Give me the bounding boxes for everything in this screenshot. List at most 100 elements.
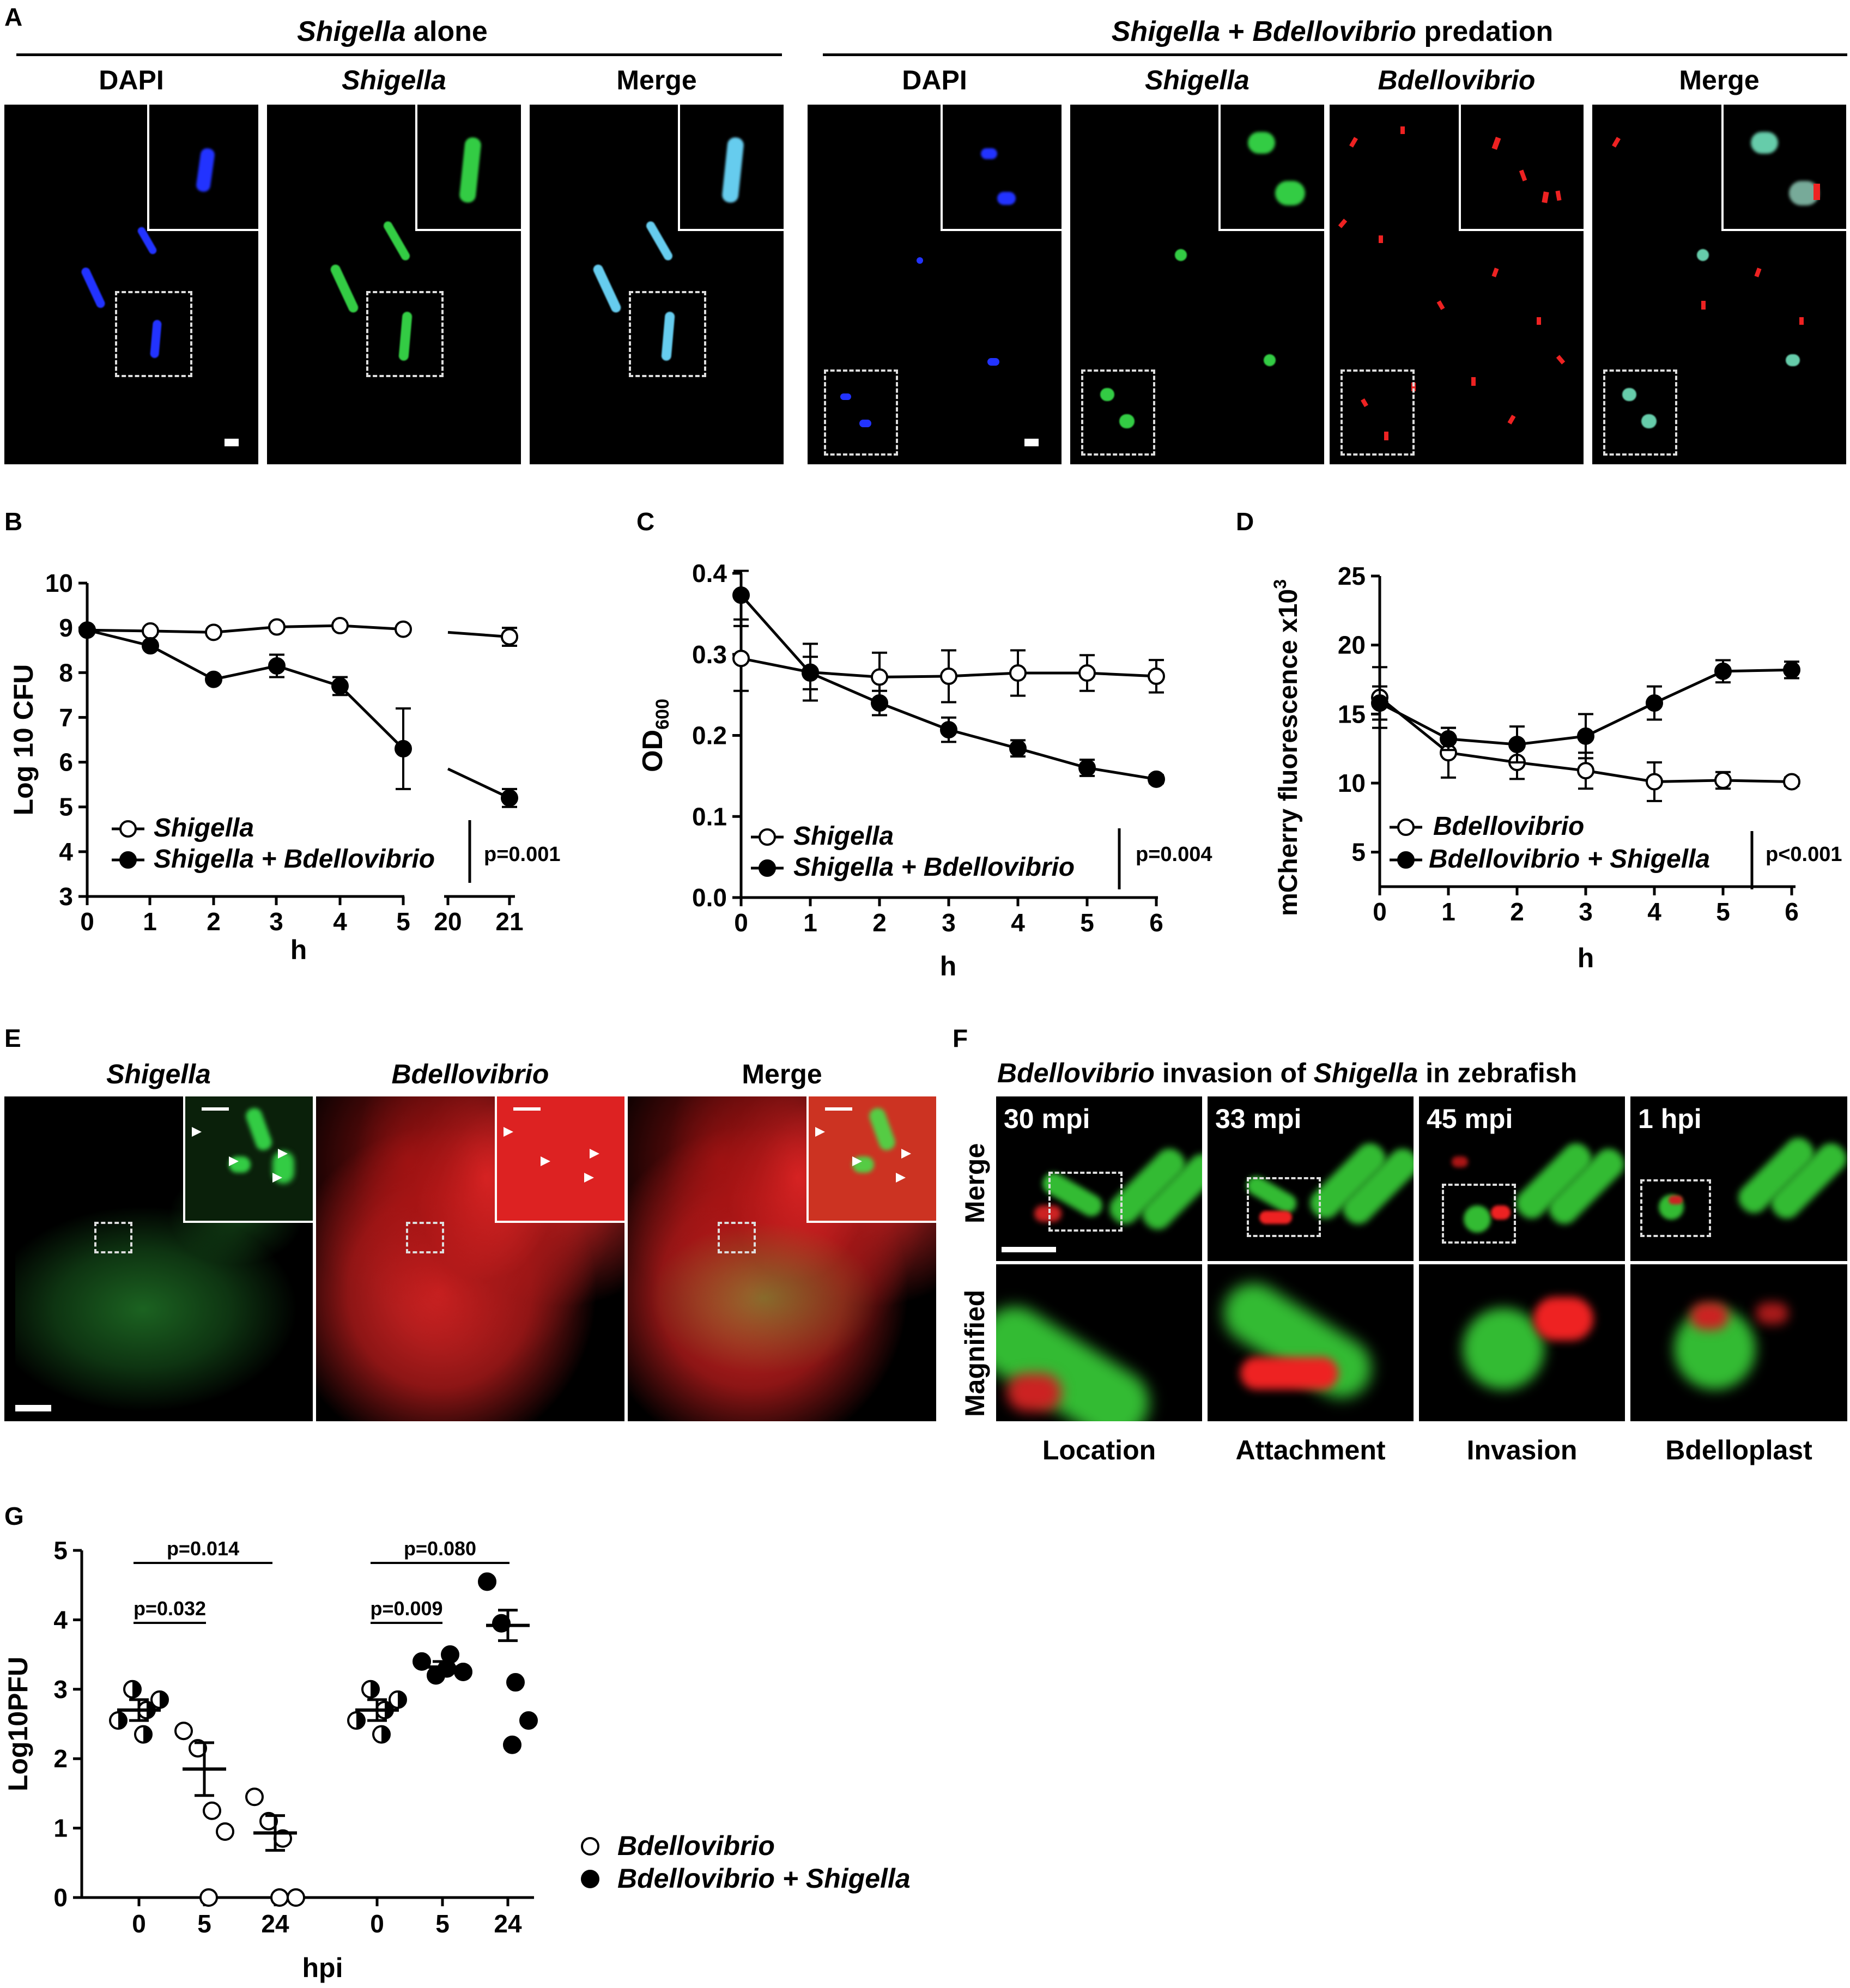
- x-tick-label: 6: [1785, 898, 1799, 926]
- stat-label: p=0.001: [484, 843, 561, 866]
- x-tick-label: 0: [80, 907, 94, 936]
- legend-marker-open: [581, 1837, 599, 1856]
- data-point-half: [143, 1726, 152, 1743]
- panel-letter-a: A: [4, 3, 23, 31]
- data-point: [189, 1739, 207, 1758]
- data-point: [331, 617, 349, 635]
- x-tick-label: 3: [942, 908, 956, 937]
- y-tick-label: 3: [53, 1675, 68, 1704]
- data-point: [205, 623, 222, 641]
- data-point: [1148, 667, 1165, 685]
- micrograph-f-merge-1hpi: 1 hpi: [1630, 1096, 1847, 1261]
- data-point: [331, 677, 349, 695]
- panel-e-label-merge: Merge: [742, 1059, 822, 1089]
- data-point: [1577, 727, 1594, 745]
- x-tick-label: 0: [370, 1910, 384, 1938]
- data-point: [1078, 664, 1096, 682]
- y-tick-label: 20: [1338, 631, 1366, 659]
- y-axis-label: Log 10 CFU: [8, 664, 39, 816]
- data-point: [492, 1614, 511, 1633]
- x-tick-label: 1: [803, 908, 817, 937]
- legend-label-0: Bdellovibrio: [1433, 812, 1584, 841]
- x-tick-label: 24: [261, 1910, 289, 1938]
- x-tick-label: 1: [1441, 898, 1455, 926]
- y-tick-label: 25: [1338, 562, 1366, 590]
- micrograph-a-bdellovibrio: [1330, 105, 1584, 464]
- data-point: [871, 668, 888, 686]
- data-point: [732, 650, 750, 668]
- data-point: [203, 1801, 221, 1820]
- x-tick-label: 1: [143, 907, 157, 936]
- data-point: [395, 740, 412, 757]
- panel-f-time-30: 30 mpi: [1004, 1104, 1090, 1134]
- data-point: [142, 622, 159, 640]
- data-point: [503, 1735, 521, 1754]
- data-point: [245, 1787, 264, 1807]
- x-tick-label: 5: [197, 1910, 211, 1938]
- panel-f-row-label-merge: Merge: [960, 1143, 990, 1223]
- data-point: [506, 1673, 525, 1692]
- panel-letter-c: C: [636, 507, 655, 536]
- legend-marker-open: [1397, 819, 1415, 836]
- x-axis-label: h: [940, 951, 957, 981]
- y-tick-label: 6: [59, 748, 73, 777]
- data-point: [519, 1711, 538, 1730]
- x-axis-label: h: [290, 935, 307, 965]
- significance-label: p=0.014: [167, 1537, 239, 1560]
- x-tick-label: 4: [1647, 898, 1661, 926]
- legend-label-1: Shigella + Bdellovibrio: [793, 853, 1075, 882]
- data-point-half: [356, 1712, 365, 1729]
- panel-f-time-33: 33 mpi: [1215, 1104, 1302, 1134]
- scale-bar-a-2: [1024, 439, 1039, 446]
- x-axis-label: h: [1578, 943, 1594, 973]
- y-tick-label: 5: [53, 1536, 68, 1565]
- y-axis-label: Log10PFU: [3, 1657, 33, 1791]
- x-tick-label: 5: [1716, 898, 1730, 926]
- data-point: [1148, 770, 1165, 788]
- chart-b: 3 4 5 6 7 8 9 10 0 1 2 3 4 5 20 21 Log 10 CFU h ShigellaSh…: [8, 569, 561, 965]
- y-tick-label: 10: [45, 569, 73, 597]
- legend-label-1: Bdellovibrio + Shigella: [1429, 845, 1710, 874]
- data-point: [268, 657, 286, 675]
- y-tick-label: 0.3: [692, 640, 727, 669]
- panel-a-group2-title: Shigella + Bdellovibrio predation: [1111, 16, 1554, 47]
- legend-marker-filled: [1397, 851, 1415, 869]
- significance-label: p=0.032: [134, 1597, 206, 1620]
- x-tick-label: 0: [1373, 898, 1387, 926]
- y-tick-label: 1: [53, 1814, 68, 1842]
- panel-a-label-shigella-1: Shigella: [342, 65, 446, 95]
- scale-bar-e: [15, 1405, 51, 1411]
- data-point: [270, 1888, 289, 1907]
- panel-a-label-dapi-2: DAPI: [902, 65, 967, 95]
- micrograph-f-merge-45mpi: 45 mpi: [1419, 1096, 1625, 1261]
- data-point: [1009, 664, 1027, 682]
- data-point: [1009, 740, 1027, 757]
- data-point: [1646, 694, 1663, 712]
- y-tick-label: 0.2: [692, 722, 727, 750]
- chart-c: 0.0 0.1 0.2 0.3 0.4 0 1 2 3 4 5 6 OD600 h ShigellaShig…: [637, 559, 1212, 981]
- data-point: [1783, 661, 1800, 679]
- scale-bar-a-1: [225, 439, 239, 446]
- data-point: [1577, 762, 1594, 780]
- data-point: [395, 620, 412, 638]
- x-tick-label: 2: [1510, 898, 1524, 926]
- panel-a-label-shigella-2: Shigella: [1145, 65, 1249, 95]
- data-point: [1440, 730, 1457, 748]
- y-tick-label: 15: [1338, 700, 1366, 728]
- legend-marker-filled: [581, 1870, 599, 1888]
- data-point: [174, 1722, 193, 1741]
- panel-f-stage-invasion: Invasion: [1466, 1435, 1578, 1465]
- data-point: [1646, 773, 1663, 791]
- x-tick-label: 4: [333, 907, 347, 936]
- panel-a-group1-title: Shigella alone: [297, 16, 488, 47]
- panel-letter-f: F: [953, 1024, 968, 1052]
- data-point: [287, 1888, 305, 1907]
- micrograph-e-bdellovibrio: [316, 1096, 624, 1421]
- x-tick-label: 24: [494, 1910, 522, 1938]
- panel-e-label-bdellovibrio: Bdellovibrio: [391, 1059, 549, 1089]
- data-point: [732, 586, 750, 604]
- panel-f-stage-location: Location: [1042, 1435, 1156, 1465]
- data-point-half: [381, 1726, 390, 1743]
- data-point: [478, 1572, 496, 1591]
- panel-a-label-bdellovibrio: Bdellovibrio: [1378, 65, 1536, 95]
